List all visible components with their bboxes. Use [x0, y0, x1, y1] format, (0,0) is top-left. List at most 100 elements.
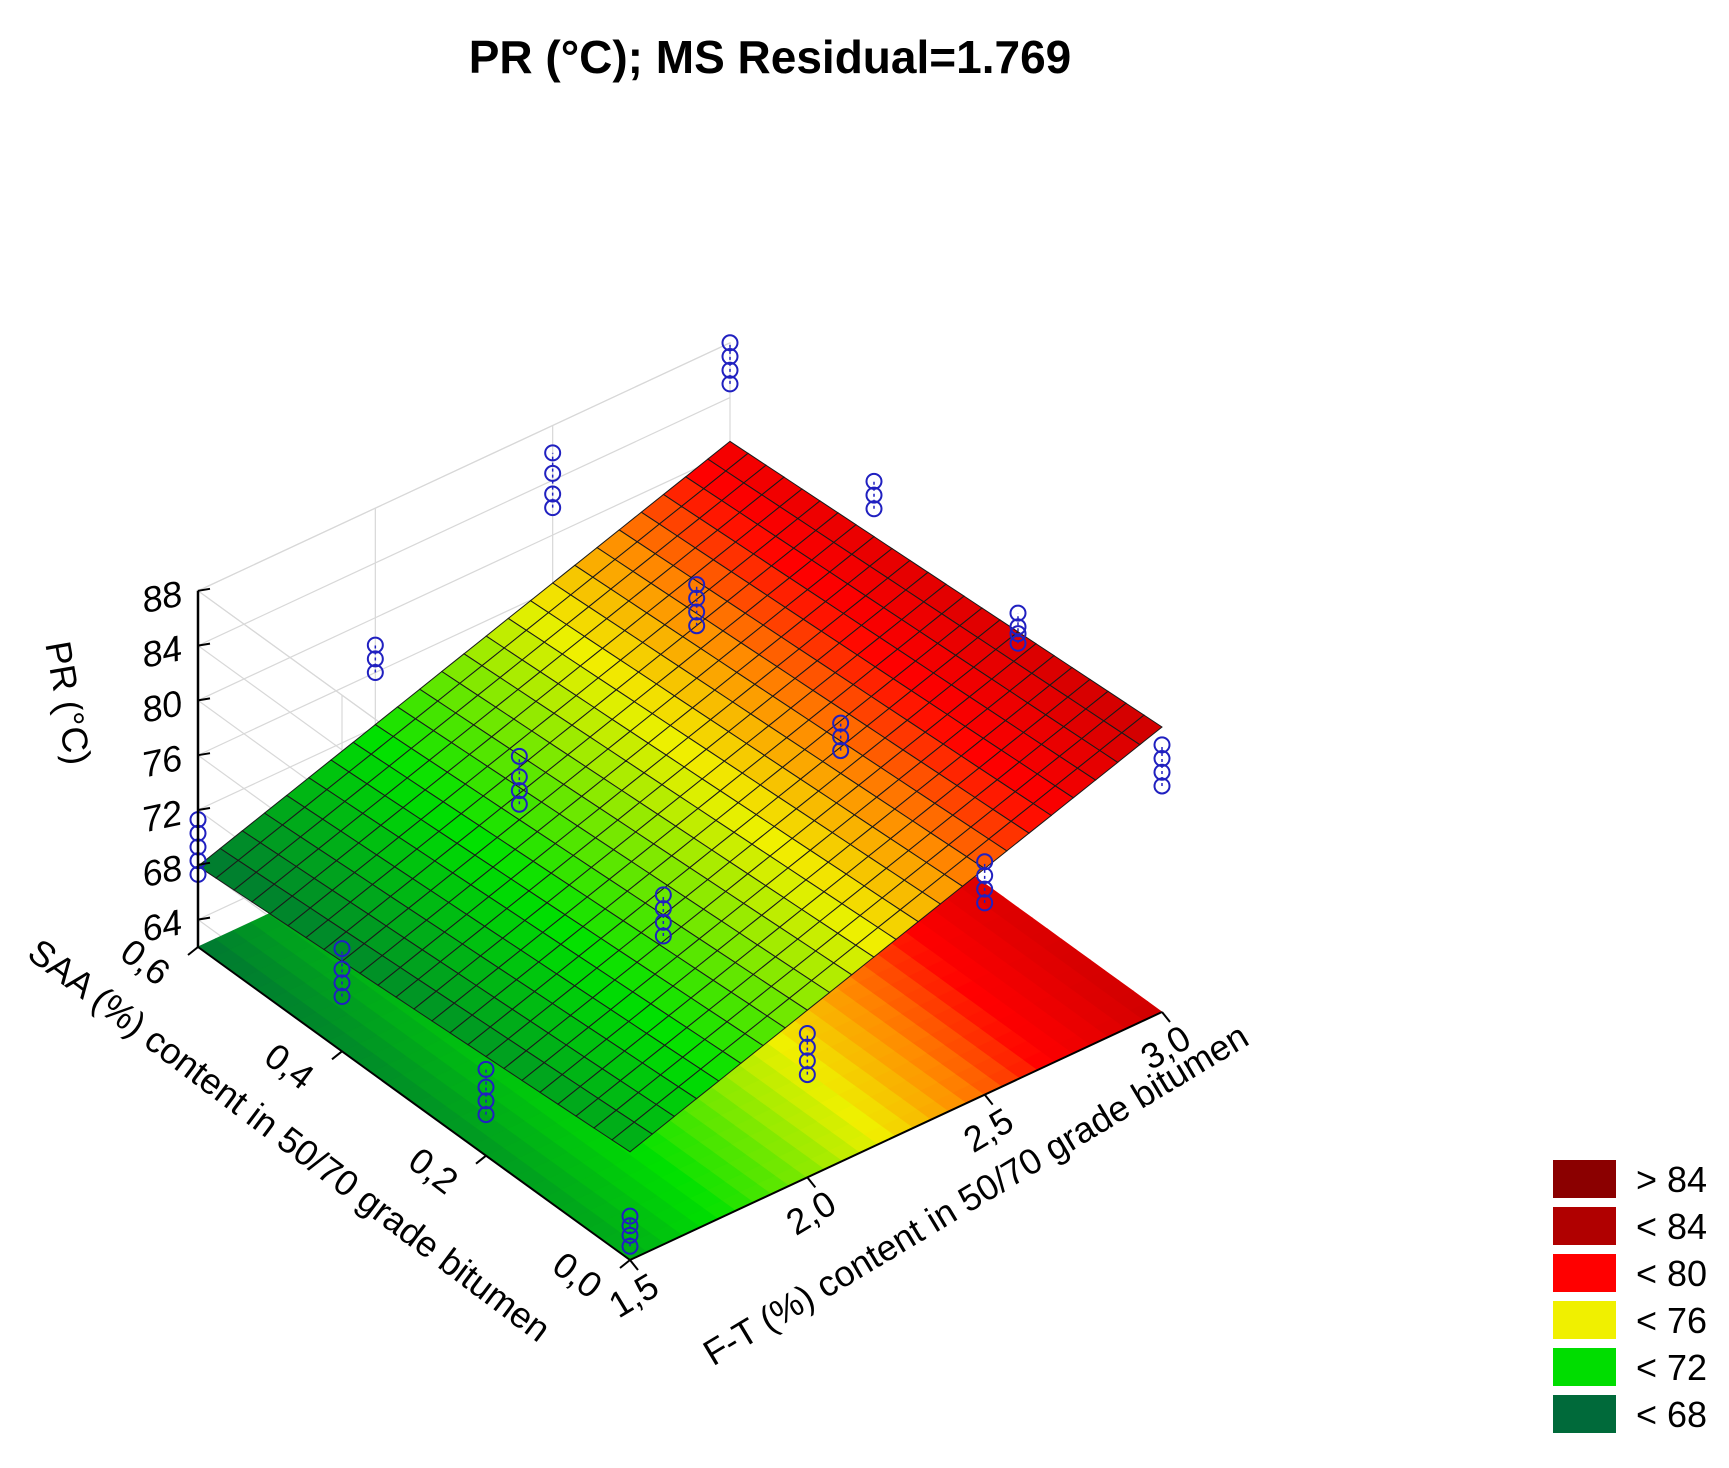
x-tick-mark — [983, 1094, 994, 1106]
observation-point — [688, 603, 706, 621]
observation-point — [798, 1052, 816, 1070]
z-tick-mark — [197, 752, 211, 757]
observation-point — [654, 900, 672, 918]
legend-label: > 84 — [1636, 1159, 1707, 1200]
observation-point — [688, 589, 706, 607]
z-tick-mark — [197, 587, 211, 592]
observation-point — [1009, 618, 1027, 636]
observation-point — [976, 866, 994, 884]
observation-point — [976, 853, 994, 871]
observation-point — [976, 894, 994, 912]
z-tick-label: 88 — [138, 573, 186, 621]
legend-swatch — [1553, 1301, 1616, 1339]
observation-point — [477, 1106, 495, 1124]
z-tick-label: 72 — [138, 792, 186, 840]
observation-point — [1009, 604, 1027, 622]
y-tick-label: 0,0 — [545, 1244, 610, 1307]
observation-point — [544, 464, 562, 482]
observation-point — [688, 576, 706, 594]
z-tick-mark — [197, 916, 211, 921]
x-tick-label: 1,5 — [602, 1265, 666, 1326]
observation-point — [721, 334, 739, 352]
z-tick-mark — [197, 807, 211, 811]
observation-point — [654, 913, 672, 931]
x-tick-mark — [1161, 1011, 1171, 1023]
observation-point — [976, 880, 994, 898]
legend-swatch — [1553, 1207, 1616, 1245]
z-tick-label: 80 — [138, 682, 186, 730]
observation-point — [477, 1078, 495, 1096]
observation-point — [721, 348, 739, 365]
observation-point — [721, 361, 739, 379]
observation-point — [798, 1066, 816, 1084]
legend-swatch — [1553, 1395, 1616, 1433]
observation-point — [832, 728, 850, 746]
y-tick-mark — [187, 946, 199, 956]
observation-point — [865, 486, 883, 504]
x-axis-line — [629, 1011, 1163, 1261]
observation-point — [1153, 750, 1171, 768]
surface-cell — [611, 1121, 654, 1153]
observation-point — [510, 782, 528, 800]
observation-point — [621, 1207, 639, 1225]
observation-point — [1153, 736, 1171, 754]
observation-point — [688, 617, 706, 635]
observation-point — [477, 1092, 495, 1110]
legend-label: < 68 — [1636, 1394, 1707, 1435]
observation-point — [477, 1060, 495, 1078]
observation-point — [798, 1038, 816, 1056]
observation-point — [832, 714, 850, 732]
observation-point — [1009, 634, 1027, 652]
observation-point — [832, 742, 850, 760]
observation-point — [510, 768, 528, 786]
legend-label: < 80 — [1636, 1253, 1707, 1294]
observation-point — [1153, 777, 1171, 795]
x-tick-mark — [629, 1259, 639, 1271]
observation-point — [721, 375, 739, 393]
observation-point — [865, 472, 883, 490]
z-tick-label: 84 — [138, 627, 186, 675]
z-tick-mark — [197, 642, 211, 647]
y-tick-label: 0,2 — [401, 1139, 466, 1202]
legend: > 84 < 84 < 80 < 76 < 72 < 68 — [1553, 1159, 1707, 1435]
z-axis-title: PR (°C) — [37, 638, 99, 768]
x-tick-mark — [806, 1176, 817, 1188]
y-tick-mark — [331, 1050, 343, 1061]
observation-points — [189, 334, 1171, 1255]
observation-point — [333, 974, 351, 992]
x-tick-label: 2,0 — [779, 1182, 843, 1243]
observation-point — [1153, 763, 1171, 781]
observation-point — [621, 1237, 639, 1255]
y-tick-label: 0,4 — [257, 1035, 322, 1098]
legend-swatch — [1553, 1254, 1616, 1292]
observation-point — [333, 960, 351, 978]
legend-label: < 76 — [1636, 1300, 1707, 1341]
observation-point — [654, 886, 672, 904]
observation-point — [544, 444, 562, 462]
y-tick-mark — [619, 1259, 631, 1269]
chart-title: PR (°C); MS Residual=1.769 — [469, 31, 1072, 83]
observation-point — [621, 1217, 639, 1235]
observation-point — [621, 1226, 639, 1244]
observation-point — [1009, 625, 1027, 643]
observation-point — [798, 1024, 816, 1042]
legend-label: < 72 — [1636, 1347, 1707, 1388]
legend-swatch — [1553, 1160, 1616, 1198]
z-axis: 64 68 72 76 80 84 88 — [138, 573, 211, 950]
z-tick-label: 68 — [138, 847, 186, 895]
observation-point — [654, 927, 672, 945]
response-surface — [197, 440, 1163, 1153]
z-tick-mark — [197, 861, 211, 866]
z-tick-label: 76 — [138, 737, 187, 786]
y-tick-mark — [475, 1154, 487, 1165]
observation-point — [366, 664, 384, 682]
observation-point — [333, 988, 351, 1006]
observation-point — [865, 500, 883, 518]
legend-swatch — [1553, 1348, 1616, 1386]
legend-label: < 84 — [1636, 1206, 1707, 1247]
observation-point — [366, 636, 384, 654]
observation-point — [544, 485, 562, 503]
y-axis-line — [197, 946, 631, 1261]
